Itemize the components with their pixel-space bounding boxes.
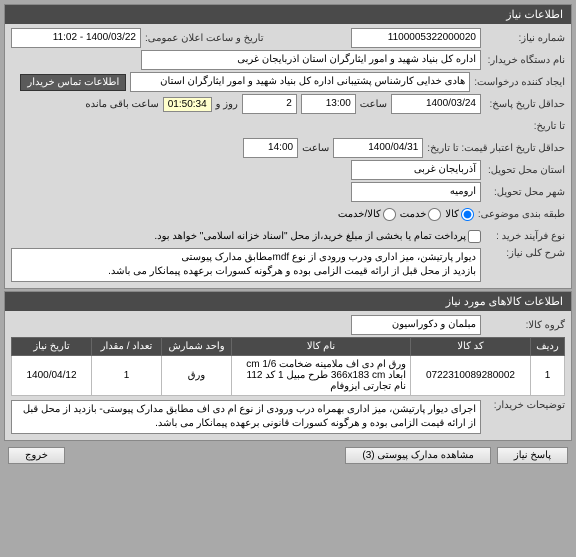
need-no-value: 1100005322000020: [351, 28, 481, 48]
table-cell: ورق: [162, 356, 232, 396]
deliv-prov-value: آذربایجان غربی: [351, 160, 481, 180]
goods-col-3: واحد شمارش: [162, 338, 232, 356]
cat-goods-text: کالا: [445, 209, 459, 220]
creator-value: هادی خدایی کارشناس پشتیبانی اداره کل بنی…: [130, 72, 470, 92]
cat-service-input[interactable]: [428, 208, 441, 221]
table-cell: ورق ام دی اف ملامینه ضخامت cm 1/6 ابعاد …: [232, 356, 411, 396]
countdown-timer: 01:50:34: [163, 97, 212, 112]
days-value: 2: [242, 94, 297, 114]
buyer-notes-label: توضیحات خریدار:: [485, 400, 565, 411]
goods-info-panel: اطلاعات کالاهای مورد نیاز گروه کالا: مبل…: [4, 291, 572, 441]
resp-time-value: 13:00: [301, 94, 356, 114]
group-label: گروه کالا:: [485, 320, 565, 331]
cat-service-radio[interactable]: خدمت: [400, 208, 442, 221]
group-value: مبلمان و دکوراسیون: [351, 315, 481, 335]
goods-info-header: اطلاعات کالاهای مورد نیاز: [5, 292, 571, 311]
remain-label: ساعت باقی مانده: [85, 99, 158, 110]
treasury-checkbox[interactable]: [468, 230, 481, 243]
announce-label: تاریخ و ساعت اعلان عمومی:: [145, 33, 264, 44]
attachments-button[interactable]: مشاهده مدارک پیوستی (3): [345, 447, 491, 464]
need-no-label: شماره نیاز:: [485, 33, 565, 44]
announce-value: 1400/03/22 - 11:02: [11, 28, 141, 48]
cat-goods-service-radio[interactable]: کالا/خدمت: [338, 208, 396, 221]
goods-table: ردیفکد کالانام کالاواحد شمارشتعداد / مقد…: [11, 337, 565, 396]
need-info-header: اطلاعات نیاز: [5, 5, 571, 24]
to-date-label: تا تاریخ:: [485, 121, 565, 132]
treasury-checkbox-wrap[interactable]: پرداخت تمام یا بخشی از مبلغ خرید،از محل …: [154, 230, 481, 243]
price-valid-time: 14:00: [243, 138, 298, 158]
exit-button[interactable]: خروج: [8, 447, 65, 464]
footer-buttons: پاسخ نیاز مشاهده مدارک پیوستی (3) خروج: [4, 443, 572, 468]
need-info-panel: اطلاعات نیاز شماره نیاز: 110000532200002…: [4, 4, 572, 289]
creator-label: ایجاد کننده درخواست:: [474, 77, 565, 88]
table-row: 10722310089280002ورق ام دی اف ملامینه ضخ…: [12, 356, 565, 396]
cat-goods-service-input[interactable]: [383, 208, 396, 221]
price-valid-time-label: ساعت: [302, 143, 329, 154]
table-cell: 1: [531, 356, 565, 396]
price-valid-date: 1400/04/31: [333, 138, 423, 158]
goods-col-1: کد کالا: [411, 338, 531, 356]
table-cell: 0722310089280002: [411, 356, 531, 396]
resp-deadline-label: حداقل تاریخ پاسخ:: [485, 99, 565, 110]
cat-goods-input[interactable]: [461, 208, 474, 221]
goods-col-0: ردیف: [531, 338, 565, 356]
reply-button[interactable]: پاسخ نیاز: [497, 447, 568, 464]
desc-value: دیوار پارتیشن، میز اداری ودرب ورودی از ن…: [11, 248, 481, 282]
cat-goods-radio[interactable]: کالا: [445, 208, 474, 221]
table-cell: 1: [92, 356, 162, 396]
table-cell: 1400/04/12: [12, 356, 92, 396]
buyer-notes-value: اجرای دیوار پارتیشن، میز اداری بهمراه در…: [11, 400, 481, 434]
category-label: طبقه بندی موضوعی:: [478, 209, 565, 220]
cat-service-text: خدمت: [400, 209, 427, 220]
deliv-city-label: شهر محل تحویل:: [485, 187, 565, 198]
goods-col-5: تاریخ نیاز: [12, 338, 92, 356]
proc-type-note: پرداخت تمام یا بخشی از مبلغ خرید،از محل …: [154, 231, 466, 242]
deliv-prov-label: استان محل تحویل:: [485, 165, 565, 176]
cat-goods-service-text: کالا/خدمت: [338, 209, 381, 220]
days-label: روز و: [216, 99, 238, 110]
resp-date-value: 1400/03/24: [391, 94, 481, 114]
contact-buyer-button[interactable]: اطلاعات تماس خریدار: [20, 74, 126, 91]
proc-type-label: نوع فرآیند خرید :: [485, 231, 565, 242]
goods-col-2: نام کالا: [232, 338, 411, 356]
buyer-org-value: اداره کل بنیاد شهید و امور ایثارگران است…: [141, 50, 481, 70]
goods-col-4: تعداد / مقدار: [92, 338, 162, 356]
desc-label: شرح کلی نیاز:: [485, 248, 565, 259]
buyer-org-label: نام دستگاه خریدار:: [485, 55, 565, 66]
price-valid-label: حداقل تاریخ اعتبار قیمت: تا تاریخ:: [427, 143, 565, 154]
deliv-city-value: ارومیه: [351, 182, 481, 202]
resp-time-label: ساعت: [360, 99, 387, 110]
